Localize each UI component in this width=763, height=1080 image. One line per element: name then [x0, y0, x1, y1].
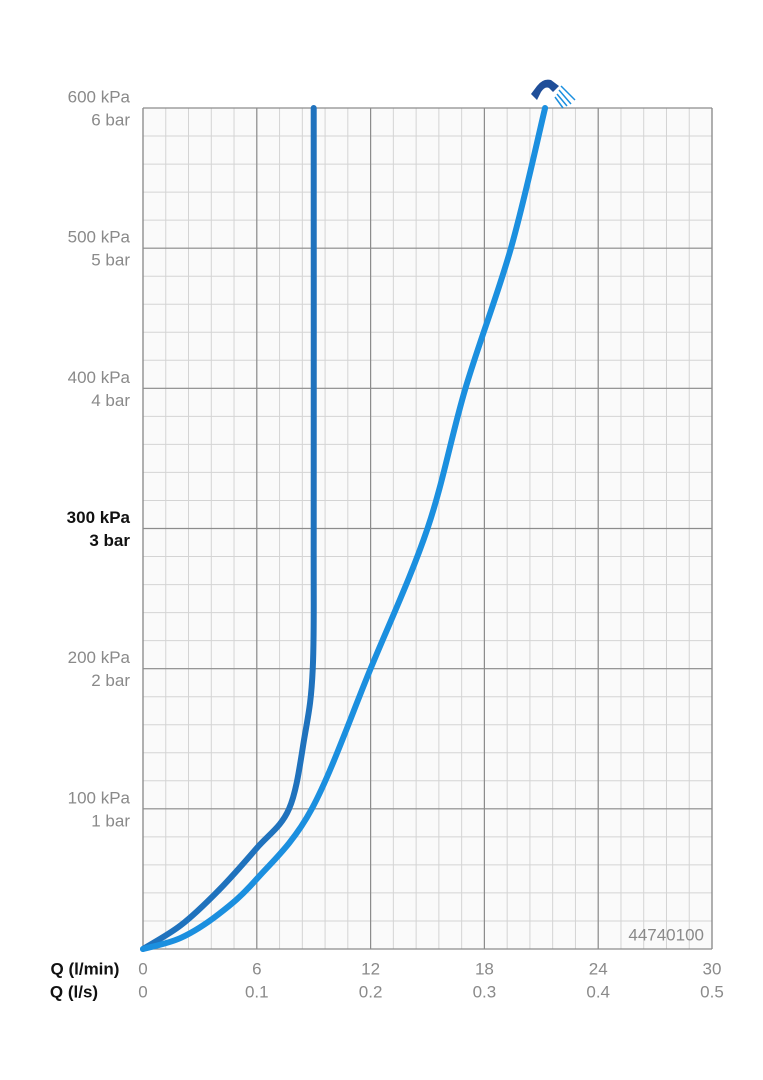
- x-axis-label: Q (l/min): [51, 959, 120, 978]
- x2-axis-label: Q (l/s): [50, 982, 98, 1001]
- y2-tick-label: 6 bar: [91, 110, 130, 129]
- lines: [140, 105, 549, 952]
- y2-tick-label: 2 bar: [91, 671, 130, 690]
- y-tick-label: 100 kPa: [68, 788, 131, 807]
- y-tick-label: 600 kPa: [68, 87, 131, 106]
- annotation: 44740100: [628, 925, 704, 944]
- x2-tick-label: 0.4: [586, 982, 610, 1001]
- x-tick-label: 24: [589, 959, 608, 978]
- y2-tick-label: 3 bar: [89, 531, 130, 550]
- x2-tick-label: 0.3: [473, 982, 497, 1001]
- series-line: [140, 105, 317, 952]
- y-tick-label: 200 kPa: [68, 648, 131, 667]
- x-tick-label: 0: [138, 959, 147, 978]
- shower-icon: [531, 79, 576, 109]
- y-tick-label: 400 kPa: [68, 368, 131, 387]
- grid: [142, 107, 713, 950]
- y-tick-label: 500 kPa: [68, 228, 131, 247]
- y2-tick-label: 1 bar: [91, 811, 130, 830]
- x2-tick-label: 0.1: [245, 982, 269, 1001]
- y-tick-label: 300 kPa: [67, 508, 131, 527]
- x2-tick-label: 0: [138, 982, 147, 1001]
- y2-tick-label: 4 bar: [91, 391, 130, 410]
- x-tick-label: 30: [703, 959, 722, 978]
- series-line: [140, 105, 549, 952]
- x-tick-label: 18: [475, 959, 494, 978]
- x-tick-label: 6: [252, 959, 261, 978]
- y2-tick-label: 5 bar: [91, 251, 130, 270]
- x2-tick-label: 0.2: [359, 982, 383, 1001]
- x-tick-label: 12: [361, 959, 380, 978]
- x2-tick-label: 0.5: [700, 982, 724, 1001]
